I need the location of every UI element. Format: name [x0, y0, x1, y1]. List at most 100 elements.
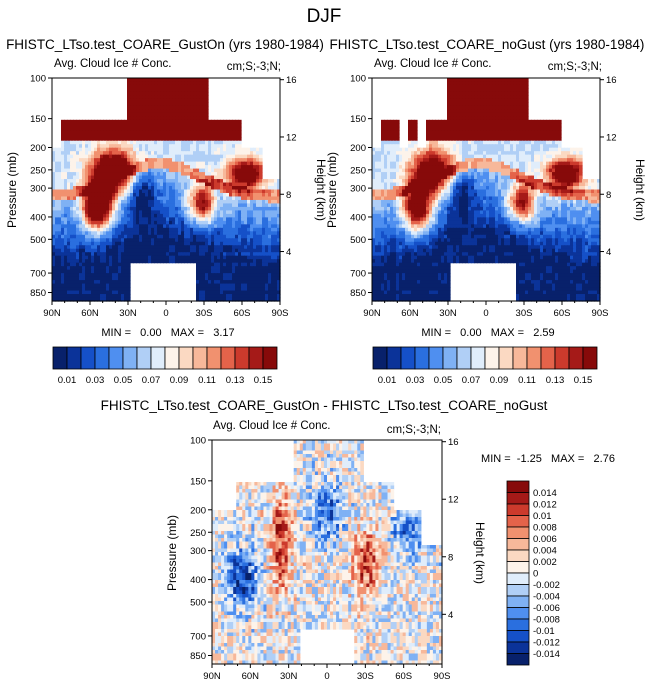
field-cell [91, 294, 95, 299]
field-cell [133, 130, 137, 135]
field-cell [471, 161, 475, 166]
field-cell [253, 234, 257, 239]
field-cell [477, 98, 481, 103]
field-cell [471, 137, 475, 142]
field-cell [157, 151, 161, 156]
field-cell [142, 102, 146, 107]
field-cell [64, 276, 68, 281]
field-cell [546, 147, 550, 152]
field-cell [106, 172, 110, 177]
field-cell [58, 206, 62, 211]
field-cell [103, 273, 107, 278]
field-cell [513, 137, 517, 142]
x-tick-label: 0 [163, 308, 168, 319]
field-cell [256, 154, 260, 159]
field-cell [64, 186, 68, 191]
field-cell [241, 151, 245, 156]
field-cell [238, 210, 242, 215]
field-cell [450, 161, 454, 166]
field-cell [501, 81, 505, 86]
field-cell [489, 119, 493, 124]
field-cell [537, 137, 541, 142]
field-cell [217, 276, 221, 281]
field-cell [501, 140, 505, 145]
field-cell [187, 252, 191, 257]
field-cell [507, 88, 511, 93]
field-cell [274, 186, 278, 191]
field-cell [259, 273, 263, 278]
field-cell [61, 144, 65, 149]
field-cell [130, 126, 134, 131]
field-cell [199, 252, 203, 257]
field-cell [85, 294, 89, 299]
field-cell [435, 133, 439, 138]
field-cell [169, 203, 173, 208]
field-cell [474, 140, 478, 145]
field-cell [211, 269, 215, 274]
field-cell [88, 224, 92, 229]
field-cell [268, 280, 272, 285]
field-cell [124, 206, 128, 211]
field-cell [88, 259, 92, 264]
field-cell [393, 161, 397, 166]
field-cell [130, 252, 134, 257]
field-cell [537, 158, 541, 163]
field-cell [145, 220, 149, 225]
field-cell [202, 84, 206, 90]
field-cell [52, 269, 56, 274]
field-cell [226, 147, 230, 152]
field-cell [253, 203, 257, 208]
field-cell [453, 137, 457, 142]
field-cell [148, 241, 152, 246]
field-cell [148, 199, 152, 205]
field-cell [88, 248, 92, 253]
field-cell [97, 154, 101, 159]
field-cell [573, 154, 577, 159]
field-cell [399, 151, 403, 156]
field-cell [130, 210, 134, 215]
field-cell [175, 241, 179, 246]
field-cell [172, 161, 176, 166]
field-cell [88, 151, 92, 156]
field-cell [91, 189, 95, 194]
field-cell [187, 172, 191, 177]
field-cell [52, 165, 56, 170]
field-cell [145, 179, 149, 184]
field-cell [271, 206, 275, 211]
field-cell [390, 161, 394, 166]
field-cell [154, 98, 158, 103]
field-cell [253, 192, 257, 198]
field-cell [459, 151, 463, 156]
field-area [372, 78, 601, 302]
field-cell [169, 196, 173, 201]
field-cell [423, 161, 427, 166]
field-cell [160, 175, 164, 180]
field-cell [235, 283, 239, 288]
field-cell [79, 196, 83, 201]
field-cell [498, 151, 502, 156]
field-cell [169, 140, 173, 145]
field-cell [199, 81, 203, 86]
field-cell [199, 231, 203, 236]
field-cell [262, 203, 266, 208]
field-cell [495, 91, 499, 97]
field-cell [97, 130, 101, 135]
field-cell [70, 151, 74, 156]
field-cell [223, 151, 227, 156]
field-cell [76, 266, 80, 271]
field-cell [217, 227, 221, 232]
field-cell [91, 220, 95, 225]
field-cell [235, 273, 239, 278]
field-cell [217, 206, 221, 211]
field-cell [196, 252, 200, 257]
field-cell [106, 245, 110, 250]
field-cell [402, 147, 406, 152]
field-cell [130, 161, 134, 166]
field-cell [205, 241, 209, 246]
field-cell [253, 147, 257, 152]
field-cell [552, 151, 556, 156]
field-cell [67, 206, 71, 211]
field-cell [55, 241, 59, 246]
field-cell [178, 259, 182, 264]
field-cell [552, 123, 556, 128]
